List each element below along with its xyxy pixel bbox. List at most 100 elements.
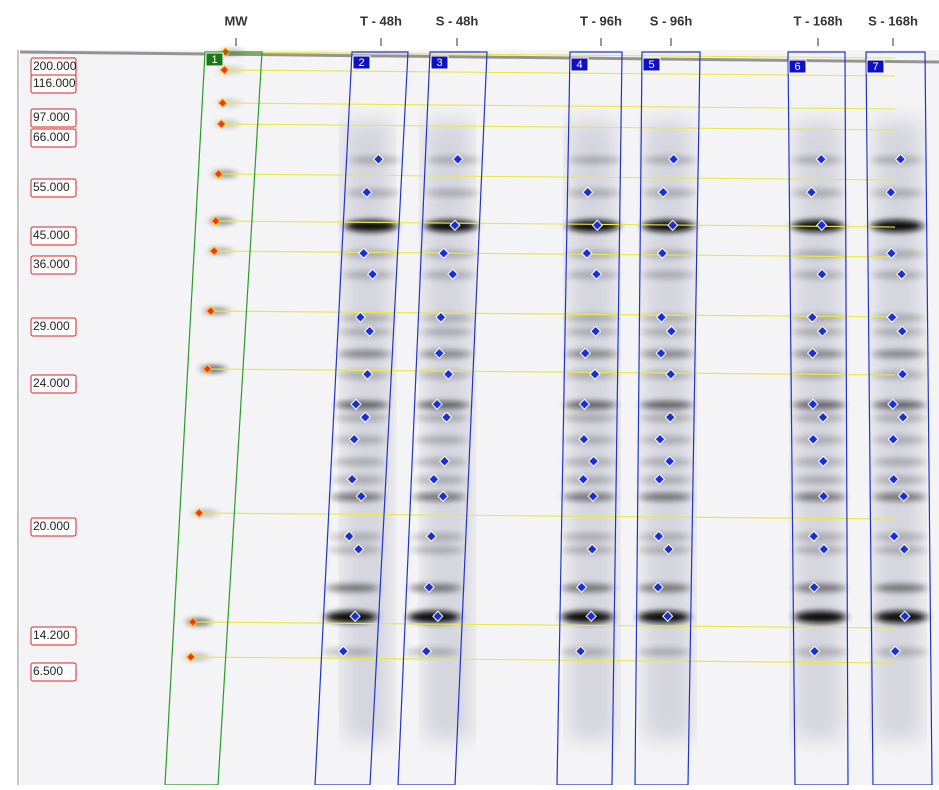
band — [791, 189, 843, 197]
band — [411, 533, 463, 541]
band — [640, 401, 692, 409]
band — [420, 328, 472, 336]
band — [795, 648, 847, 656]
band — [565, 350, 617, 358]
lane-smear — [644, 120, 692, 740]
band — [793, 436, 845, 444]
mw-label: 20.000 — [33, 519, 70, 533]
band — [871, 189, 923, 197]
band — [794, 533, 846, 541]
mw-label: 45.000 — [33, 228, 70, 242]
band — [871, 220, 923, 232]
lane-header: MW — [224, 13, 248, 28]
band — [872, 314, 924, 322]
band — [334, 436, 386, 444]
band — [639, 476, 691, 484]
band — [793, 350, 845, 358]
lane-number: 4 — [576, 59, 582, 71]
band — [564, 414, 616, 422]
band — [417, 401, 469, 409]
band — [794, 611, 846, 623]
mw-label: 97.000 — [33, 110, 70, 124]
band — [872, 350, 924, 358]
lane-smear — [568, 120, 616, 740]
mw-label: 116.000 — [33, 76, 76, 90]
band — [416, 436, 468, 444]
band — [873, 401, 925, 409]
lane-header: S - 48h — [436, 13, 479, 28]
lane-number: 6 — [794, 61, 800, 73]
band — [332, 476, 384, 484]
band — [421, 314, 473, 322]
band — [639, 493, 691, 501]
band — [340, 314, 392, 322]
lane-number: 1 — [211, 54, 217, 66]
band — [329, 533, 381, 541]
lane-number: 7 — [872, 61, 878, 73]
mw-label: 6.500 — [33, 664, 63, 678]
lane-smear — [424, 120, 472, 740]
band — [568, 156, 620, 164]
band — [333, 458, 385, 466]
band — [638, 584, 690, 592]
mw-label: 29.000 — [33, 319, 70, 333]
band — [873, 436, 925, 444]
band — [426, 189, 478, 197]
band — [568, 189, 620, 197]
band — [792, 314, 844, 322]
band — [562, 533, 614, 541]
band — [347, 189, 399, 197]
band — [563, 476, 615, 484]
band — [562, 584, 614, 592]
band — [642, 271, 694, 279]
band — [643, 189, 695, 197]
lane-smear — [794, 120, 842, 740]
lane-header: T - 48h — [360, 13, 402, 28]
band — [874, 476, 926, 484]
band — [873, 458, 925, 466]
band — [642, 250, 694, 258]
band — [637, 648, 689, 656]
band — [327, 584, 379, 592]
mw-label: 14.200 — [33, 628, 70, 642]
lane-number: 3 — [436, 57, 442, 69]
band — [409, 584, 461, 592]
band — [874, 533, 926, 541]
lane-smear — [343, 120, 391, 740]
band — [564, 436, 616, 444]
mw-label: 36.000 — [33, 257, 70, 271]
band — [561, 648, 613, 656]
band — [875, 648, 927, 656]
mw-label: 55.000 — [33, 180, 70, 194]
band — [875, 584, 927, 592]
band — [793, 401, 845, 409]
mw-label: 24.000 — [33, 376, 70, 390]
mw-label: 200.000 — [33, 59, 77, 73]
lane-header: T - 168h — [793, 13, 842, 28]
lane-smear — [874, 120, 922, 740]
band — [793, 476, 845, 484]
lane-number: 5 — [648, 59, 654, 71]
band — [344, 250, 396, 258]
band — [411, 546, 463, 554]
lane-header: S - 168h — [868, 13, 918, 28]
band — [406, 648, 458, 656]
lane-header: T - 96h — [580, 13, 622, 28]
lane-number: 2 — [358, 57, 364, 69]
band — [336, 401, 388, 409]
gel-view: 1 2 3 4 5 6 7 MW T - 48h S - 48h T - 96h S - 96h T -… — [0, 0, 939, 785]
band — [339, 350, 391, 358]
mw-label: 66.000 — [33, 130, 70, 144]
band — [419, 350, 471, 358]
band — [564, 401, 616, 409]
band — [424, 250, 476, 258]
band — [640, 436, 692, 444]
band — [414, 476, 466, 484]
band — [639, 533, 691, 541]
band — [566, 314, 618, 322]
band — [794, 584, 846, 592]
band — [641, 350, 693, 358]
band — [323, 648, 375, 656]
page: 1 2 3 4 5 6 7 MW T - 48h S - 48h T - 96h S - 96h T -… — [0, 0, 939, 785]
lane-header: S - 96h — [650, 13, 693, 28]
